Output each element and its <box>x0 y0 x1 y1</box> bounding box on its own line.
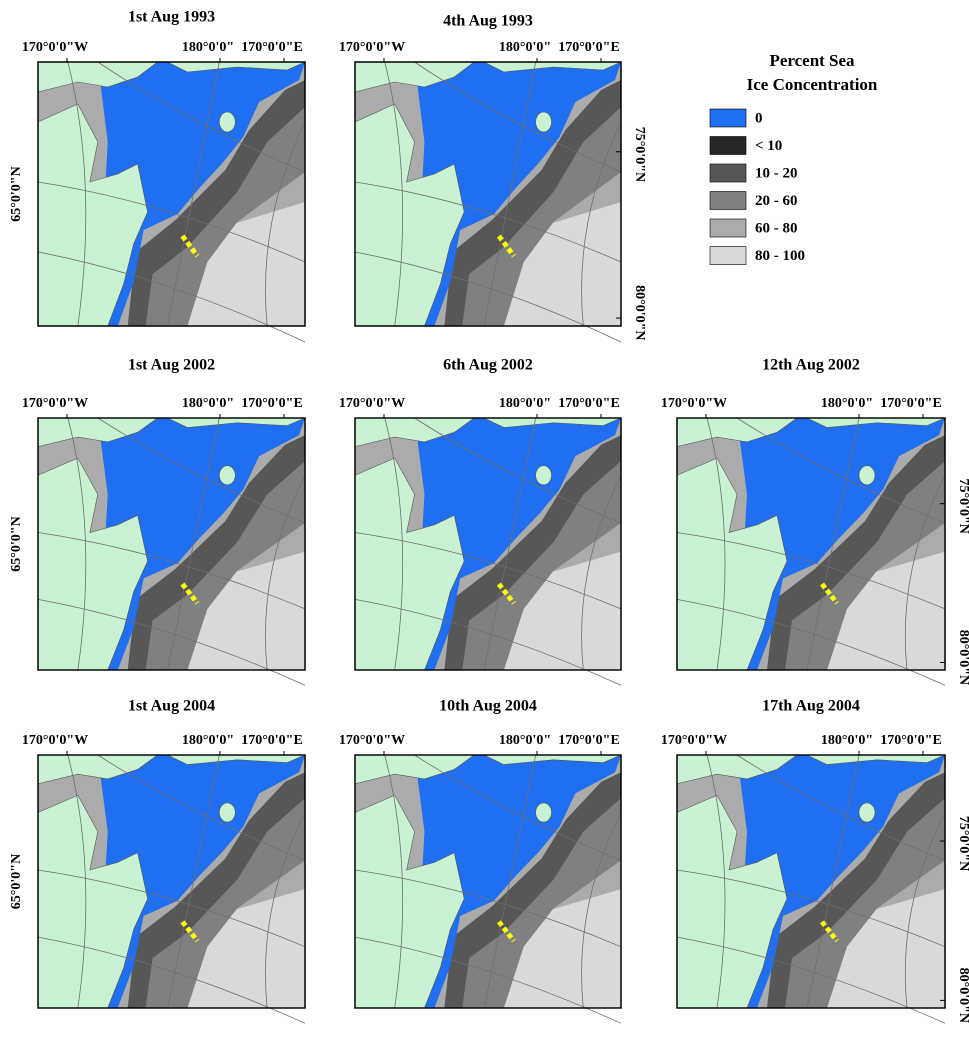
lon-label: 170°0'0"W <box>339 396 405 411</box>
map <box>38 418 305 685</box>
lon-label: 180°0'0" <box>182 733 234 748</box>
lon-label: 180°0'0" <box>821 396 873 411</box>
lon-label: 170°0'0"E <box>241 733 303 748</box>
lon-label: 180°0'0" <box>821 733 873 748</box>
panel-title: 4th Aug 1993 <box>443 13 533 30</box>
legend-label: 0 <box>755 110 763 126</box>
lon-label: 170°0'0"E <box>558 733 620 748</box>
map <box>355 62 621 342</box>
panel-title: 10th Aug 2004 <box>439 698 537 715</box>
legend-swatch <box>710 247 746 265</box>
map <box>38 755 305 1023</box>
legend-title: Percent Sea <box>769 51 855 70</box>
lon-label: 180°0'0" <box>182 396 234 411</box>
legend-label: 60 - 80 <box>755 220 798 236</box>
legend-swatch <box>710 219 746 237</box>
panel-title: 1st Aug 1993 <box>128 9 215 26</box>
lon-label: 170°0'0"W <box>22 40 88 55</box>
legend-label: 20 - 60 <box>755 193 798 209</box>
legend-swatch <box>710 137 746 155</box>
legend-title: Ice Concentration <box>747 75 878 94</box>
legend-swatch <box>710 192 746 210</box>
panel-title: 1st Aug 2002 <box>128 357 215 374</box>
map <box>355 755 621 1023</box>
lat-label: 65°0'0"N <box>9 166 24 221</box>
legend-swatch <box>710 164 746 182</box>
lon-label: 170°0'0"W <box>661 733 727 748</box>
legend-label: 80 - 100 <box>755 248 805 264</box>
lon-label: 180°0'0" <box>182 40 234 55</box>
lat-label: 65°0'0"N <box>9 854 24 909</box>
panel-title: 6th Aug 2002 <box>443 357 533 374</box>
legend-swatch <box>710 109 746 127</box>
figure: 1st Aug 1993 170°0'0"W 180°0'0" 170°0'0"E 65… <box>0 0 969 1037</box>
lat-label: 80°0'0"N <box>632 285 647 340</box>
lon-label: 170°0'0"W <box>22 733 88 748</box>
lon-label: 170°0'0"W <box>339 40 405 55</box>
legend-label: < 10 <box>755 138 782 154</box>
lon-label: 170°0'0"W <box>339 733 405 748</box>
lon-label: 170°0'0"E <box>880 396 942 411</box>
lon-label: 170°0'0"E <box>241 40 303 55</box>
panel-title: 1st Aug 2004 <box>128 698 215 715</box>
lat-label: 75°0'0"N <box>956 816 969 871</box>
lon-label: 180°0'0" <box>499 733 551 748</box>
panel-title: 12th Aug 2002 <box>762 357 860 374</box>
lat-label: 80°0'0"N <box>956 968 969 1023</box>
map <box>677 755 945 1023</box>
lat-label: 65°0'0"N <box>9 516 24 571</box>
lon-label: 180°0'0" <box>499 396 551 411</box>
lon-label: 180°0'0" <box>499 40 551 55</box>
lat-label: 80°0'0"N <box>956 630 969 685</box>
lat-label: 75°0'0"N <box>956 479 969 534</box>
legend-label: 10 - 20 <box>755 165 798 181</box>
map <box>38 62 305 342</box>
panel-title: 17th Aug 2004 <box>762 698 860 715</box>
lon-label: 170°0'0"E <box>880 733 942 748</box>
lon-label: 170°0'0"E <box>241 396 303 411</box>
lon-label: 170°0'0"W <box>22 396 88 411</box>
lon-label: 170°0'0"E <box>558 40 620 55</box>
map <box>355 418 621 685</box>
map <box>677 418 945 685</box>
lon-label: 170°0'0"W <box>661 396 727 411</box>
lon-label: 170°0'0"E <box>558 396 620 411</box>
lat-label: 75°0'0"N <box>632 127 647 182</box>
